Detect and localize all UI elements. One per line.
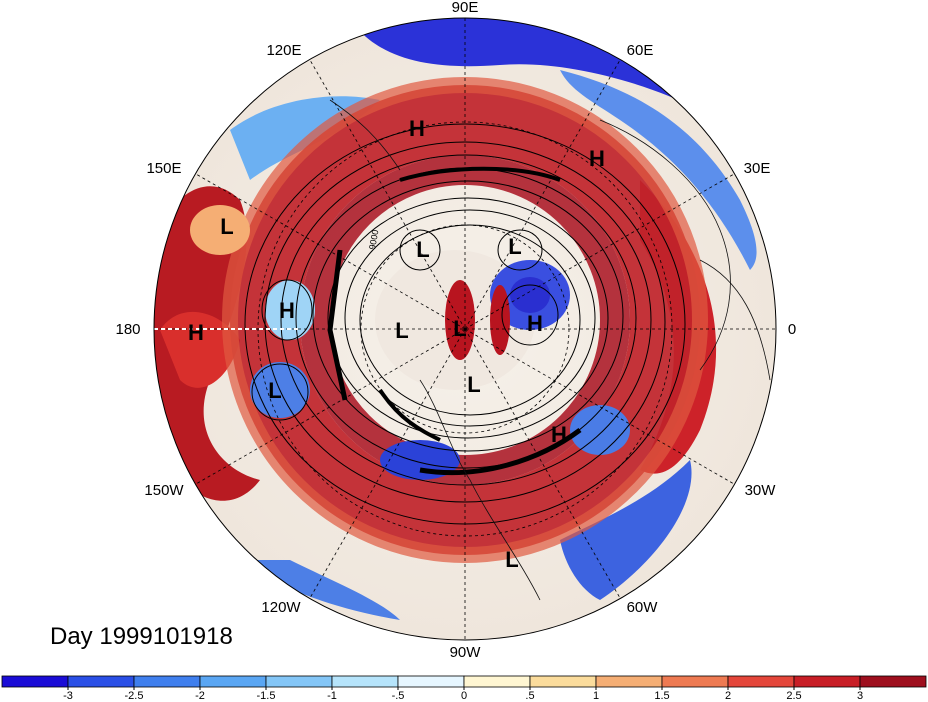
- colorbar-swatch: [67, 675, 135, 688]
- pressure-marker: L: [268, 378, 281, 403]
- colorbar: -3 -2.5 -2 -1.5 -1 -.5 0 .5 1 1.5 2 2.5 3: [1, 675, 927, 702]
- colorbar-swatch: [265, 675, 333, 688]
- colorbar-tick-label: 1: [593, 690, 599, 702]
- graticule: [154, 18, 776, 640]
- colorbar-swatch: [859, 675, 927, 688]
- colorbar-swatch: [199, 675, 267, 688]
- pressure-marker: L: [508, 234, 521, 259]
- height-contours: [244, 123, 686, 525]
- pressure-marker: H: [188, 320, 204, 345]
- colorbar-swatch: [661, 675, 729, 688]
- pressure-marker: H: [279, 298, 295, 323]
- colorbar-tick-label: -3: [63, 690, 73, 702]
- pressure-marker: L: [453, 316, 466, 341]
- colorbar-tick-label: 0: [461, 690, 467, 702]
- lon-label-60e: 60E: [627, 42, 654, 59]
- colorbar-tick-label: -1: [327, 690, 337, 702]
- pressure-marker: L: [395, 318, 408, 343]
- colorbar-swatch: [529, 675, 597, 688]
- lon-label-120e: 120E: [266, 42, 301, 59]
- coastlines: [329, 99, 771, 601]
- lon-label-30w: 30W: [745, 482, 777, 499]
- colorbar-tick-label: 3: [857, 690, 863, 702]
- colorbar-swatch: [133, 675, 201, 688]
- pressure-marker: L: [467, 372, 480, 397]
- pressure-marker: L: [220, 214, 233, 239]
- colorbar-swatch: [463, 675, 531, 688]
- longitude-labels: 90E 120E 60E 150E 30E 180 0 150W 30W 120…: [115, 0, 796, 661]
- colorbar-tick-label: -.5: [392, 690, 405, 702]
- pressure-marker: L: [505, 547, 518, 572]
- colorbar-tick-label: 1.5: [654, 690, 669, 702]
- colorbar-swatch: [397, 675, 465, 688]
- contour-label: 9000: [367, 229, 380, 250]
- lon-label-30e: 30E: [744, 160, 771, 177]
- lon-label-120w: 120W: [261, 599, 301, 616]
- colorbar-swatch: [1, 675, 69, 688]
- colorbar-swatch: [727, 675, 795, 688]
- colorbar-swatch: [793, 675, 861, 688]
- lon-label-0: 0: [788, 321, 796, 338]
- date-title: Day 1999101918: [50, 623, 233, 650]
- lon-label-90w: 90W: [450, 644, 482, 661]
- lon-label-150e: 150E: [146, 160, 181, 177]
- colorbar-swatch: [595, 675, 663, 688]
- pressure-marker: L: [416, 237, 429, 262]
- pressure-marker: H: [409, 116, 425, 141]
- colorbar-swatch: [331, 675, 399, 688]
- pressure-marker: H: [527, 311, 543, 336]
- colorbar-tick-label: .5: [525, 690, 534, 702]
- lon-label-150w: 150W: [144, 482, 184, 499]
- colorbar-tick-label: -2.5: [125, 690, 144, 702]
- lon-label-90e: 90E: [452, 0, 479, 16]
- pressure-markers: H H L L L H H L L H L L H L: [188, 116, 605, 572]
- lon-label-180: 180: [115, 321, 140, 338]
- pressure-marker: H: [589, 146, 605, 171]
- colorbar-tick-label: -2: [195, 690, 205, 702]
- colorbar-tick-label: 2.5: [786, 690, 801, 702]
- pressure-marker: H: [551, 422, 567, 447]
- map-boundary: [153, 17, 777, 641]
- lon-label-60w: 60W: [627, 599, 659, 616]
- colorbar-tick-label: 2: [725, 690, 731, 702]
- colorbar-tick-label: -1.5: [257, 690, 276, 702]
